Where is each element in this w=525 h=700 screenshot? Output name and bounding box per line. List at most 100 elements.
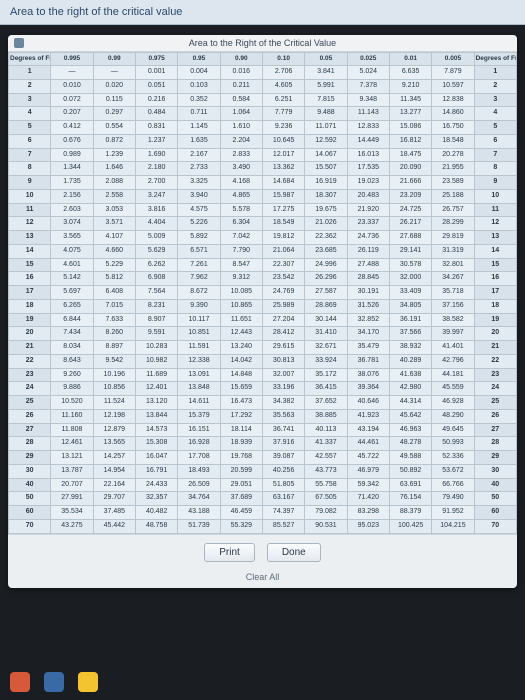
df-cell: 8	[9, 162, 51, 176]
value-cell: 15.379	[178, 409, 220, 423]
value-cell: 46.979	[347, 464, 389, 478]
table-row: 30.0720.1150.2160.3520.5846.2517.8159.34…	[9, 93, 517, 107]
value-cell: 4.075	[51, 244, 93, 258]
alpha-header: 0.95	[178, 53, 220, 66]
value-cell: —	[93, 66, 135, 80]
value-cell: 5.226	[178, 217, 220, 231]
df-cell: 24	[474, 382, 516, 396]
value-cell: 5.229	[93, 258, 135, 272]
value-cell: 4.575	[178, 203, 220, 217]
value-cell: 8.260	[93, 327, 135, 341]
value-cell: 4.865	[220, 189, 262, 203]
value-cell: 45.642	[389, 409, 431, 423]
value-cell: 43.275	[51, 519, 93, 533]
df-cell: 30	[9, 464, 51, 478]
value-cell: 14.449	[347, 134, 389, 148]
value-cell: 5.697	[51, 286, 93, 300]
value-cell: —	[51, 66, 93, 80]
value-cell: 0.676	[51, 134, 93, 148]
value-cell: 16.812	[389, 134, 431, 148]
df-header: Degrees of Freedom	[474, 53, 516, 66]
value-cell: 36.415	[305, 382, 347, 396]
value-cell: 7.378	[347, 79, 389, 93]
value-cell: 2.603	[51, 203, 93, 217]
value-cell: 23.685	[305, 244, 347, 258]
df-cell: 3	[474, 93, 516, 107]
value-cell: 43.194	[347, 423, 389, 437]
value-cell: 16.750	[432, 121, 474, 135]
value-cell: 16.013	[347, 148, 389, 162]
value-cell: 16.151	[178, 423, 220, 437]
df-cell: 9	[474, 176, 516, 190]
value-cell: 6.571	[178, 244, 220, 258]
value-cell: 79.082	[305, 506, 347, 520]
value-cell: 34.267	[432, 272, 474, 286]
value-cell: 49.645	[432, 423, 474, 437]
df-cell: 1	[474, 66, 516, 80]
value-cell: 0.711	[178, 107, 220, 121]
value-cell: 51.739	[178, 519, 220, 533]
value-cell: 79.490	[432, 492, 474, 506]
value-cell: 0.072	[51, 93, 93, 107]
table-row: 228.6439.54210.98212.33814.04230.81333.9…	[9, 354, 517, 368]
value-cell: 24.736	[347, 231, 389, 245]
df-cell: 7	[9, 148, 51, 162]
value-cell: 20.599	[220, 464, 262, 478]
value-cell: 12.879	[93, 423, 135, 437]
value-cell: 24.996	[305, 258, 347, 272]
value-cell: 9.488	[305, 107, 347, 121]
value-cell: 32.852	[347, 313, 389, 327]
value-cell: 104.215	[432, 519, 474, 533]
value-cell: 38.076	[347, 368, 389, 382]
value-cell: 32.357	[135, 492, 177, 506]
table-row: 186.2657.0158.2319.39010.86525.98928.869…	[9, 299, 517, 313]
value-cell: 24.769	[262, 286, 304, 300]
value-cell: 16.047	[135, 451, 177, 465]
app-icon-2[interactable]	[44, 672, 64, 692]
df-cell: 23	[474, 368, 516, 382]
value-cell: 6.265	[51, 299, 93, 313]
done-button[interactable]: Done	[267, 543, 321, 562]
button-row: Print Done	[8, 534, 517, 572]
value-cell: 37.485	[93, 506, 135, 520]
window-icon	[14, 38, 24, 48]
df-cell: 18	[474, 299, 516, 313]
print-button[interactable]: Print	[204, 543, 255, 562]
df-cell: 18	[9, 299, 51, 313]
app-icon-1[interactable]	[10, 672, 30, 692]
value-cell: 9.210	[389, 79, 431, 93]
df-cell: 20	[474, 327, 516, 341]
value-cell: 18.939	[220, 437, 262, 451]
table-row: 218.0348.89710.28311.59113.24029.61532.6…	[9, 341, 517, 355]
value-cell: 18.475	[389, 148, 431, 162]
value-cell: 8.547	[220, 258, 262, 272]
value-cell: 59.342	[347, 478, 389, 492]
value-cell: 6.251	[262, 93, 304, 107]
value-cell: 3.816	[135, 203, 177, 217]
table-scroll[interactable]: Degrees of Freedom0.9950.990.9750.950.90…	[8, 52, 517, 534]
clear-all-link[interactable]: Clear All	[8, 572, 517, 588]
df-cell: 6	[474, 134, 516, 148]
value-cell: 27.688	[389, 231, 431, 245]
value-cell: 5.024	[347, 66, 389, 80]
df-cell: 28	[9, 437, 51, 451]
table-row: 249.88610.85612.40113.84815.65933.19636.…	[9, 382, 517, 396]
app-icon-3[interactable]	[78, 672, 98, 692]
value-cell: 49.588	[389, 451, 431, 465]
value-cell: 0.211	[220, 79, 262, 93]
value-cell: 33.196	[262, 382, 304, 396]
value-cell: 5.812	[93, 272, 135, 286]
value-cell: 12.833	[347, 121, 389, 135]
value-cell: 13.844	[135, 409, 177, 423]
value-cell: 12.198	[93, 409, 135, 423]
value-cell: 10.865	[220, 299, 262, 313]
df-cell: 21	[9, 341, 51, 355]
value-cell: 42.796	[432, 354, 474, 368]
value-cell: 1.610	[220, 121, 262, 135]
value-cell: 34.382	[262, 396, 304, 410]
value-cell: 0.216	[135, 93, 177, 107]
df-cell: 23	[9, 368, 51, 382]
value-cell: 17.708	[178, 451, 220, 465]
df-cell: 1	[9, 66, 51, 80]
table-row: 239.26010.19611.68913.09114.84832.00735.…	[9, 368, 517, 382]
